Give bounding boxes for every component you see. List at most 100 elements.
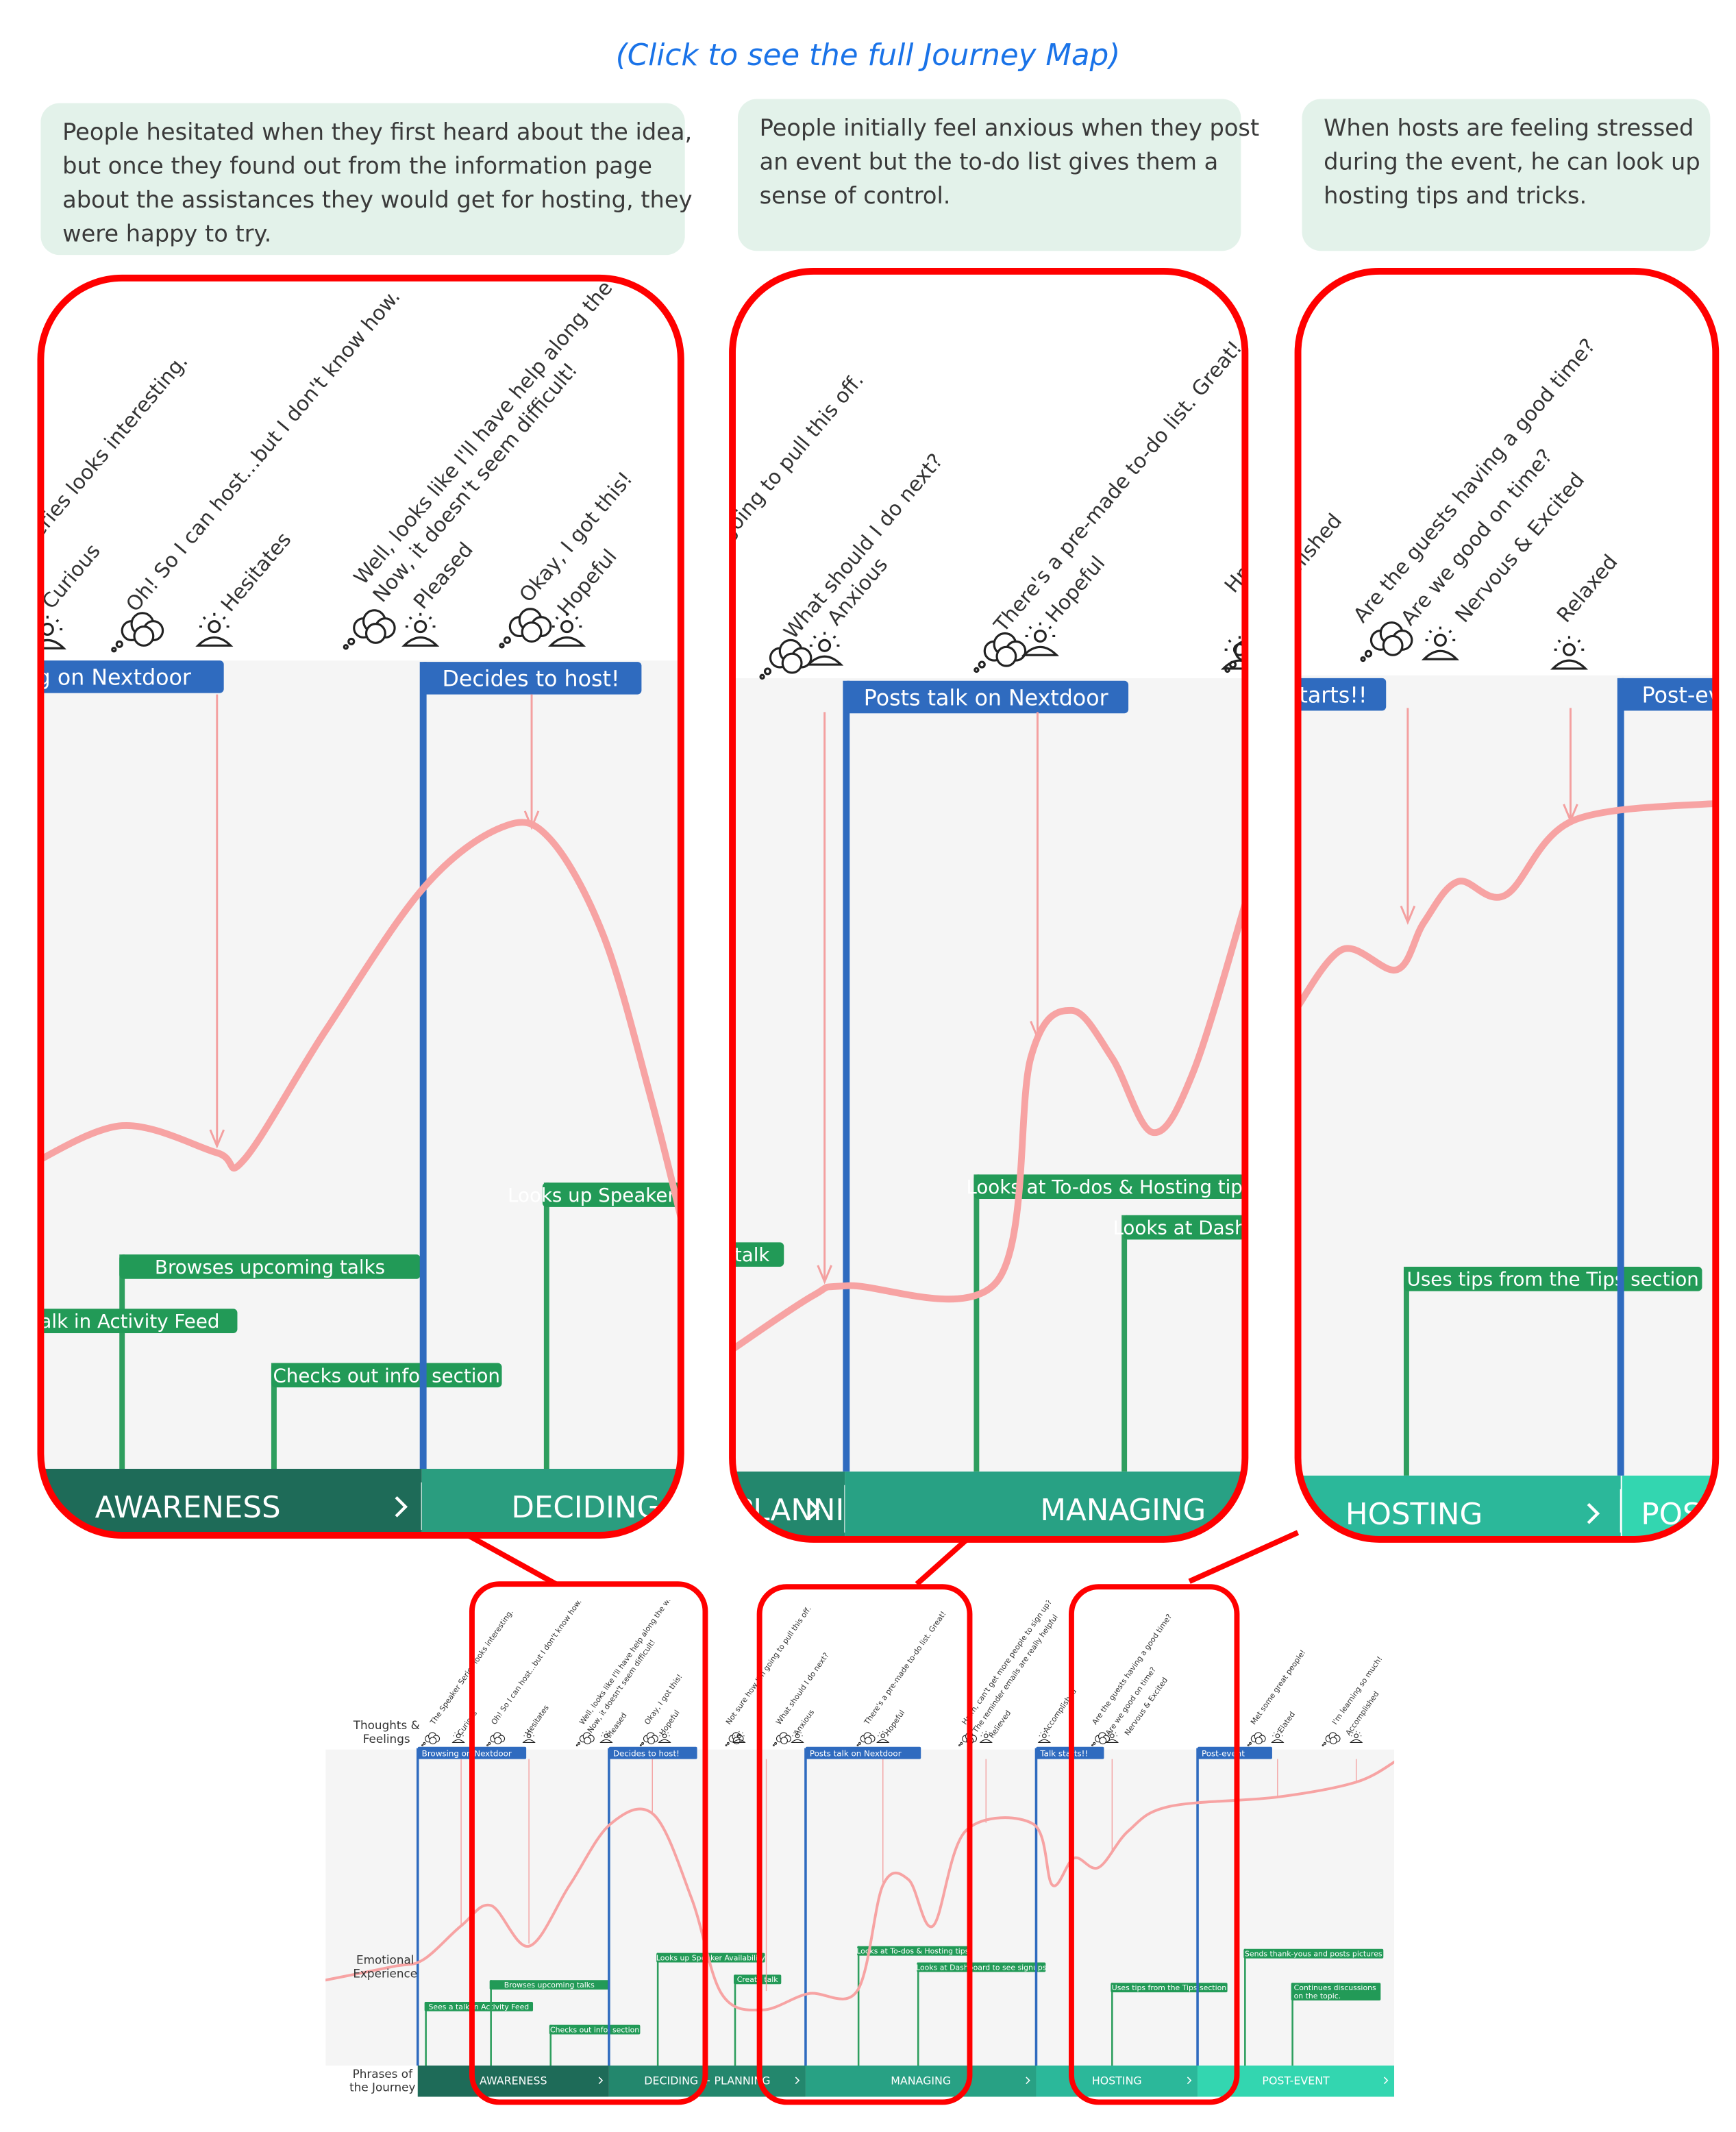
bubble-dot xyxy=(578,1741,580,1745)
bubble-dot xyxy=(575,1744,578,1747)
touchpoint-text: Browsing on Nextdoor xyxy=(0,666,192,691)
bubble-part xyxy=(429,1737,437,1745)
bubble-dot xyxy=(486,1744,489,1747)
zoom-frame xyxy=(729,267,1249,1543)
body xyxy=(40,639,66,649)
chevron xyxy=(1026,2077,1030,2085)
thought-text: Curious xyxy=(456,1709,479,1737)
body xyxy=(791,1739,804,1744)
action-box xyxy=(489,1980,609,1990)
bubble-dot xyxy=(1323,1741,1326,1745)
bubble-dot xyxy=(499,643,505,649)
feeling-icon xyxy=(1021,622,1059,656)
callout-text: hosting tips and tricks. xyxy=(1324,182,1587,209)
chart-bg xyxy=(732,678,1245,1472)
touchpoint-box xyxy=(1617,678,1716,711)
rays xyxy=(1106,1731,1117,1737)
body xyxy=(1350,1739,1363,1744)
action-box xyxy=(542,1182,681,1207)
bubble-part xyxy=(521,621,543,643)
chevron xyxy=(807,1498,820,1520)
rays xyxy=(1272,1731,1283,1737)
bubble-dot xyxy=(759,673,765,680)
head xyxy=(526,1733,532,1739)
feeling-icon xyxy=(522,1731,536,1744)
touchpoint-text: Posts talk on Nextdoor xyxy=(810,1749,902,1759)
bubble-part xyxy=(995,645,1017,667)
feeling-icon xyxy=(876,1731,890,1744)
body xyxy=(195,636,234,647)
thought-bubble-icon xyxy=(421,1732,441,1747)
thought-bubble-icon xyxy=(639,1732,658,1747)
emotion-curve xyxy=(325,1760,1395,2011)
body xyxy=(547,636,586,647)
action-box xyxy=(549,2024,641,2035)
pointer-head xyxy=(1400,905,1416,926)
action-box xyxy=(1243,1948,1384,1959)
touchpoint-text: Post-event xyxy=(1202,1749,1245,1759)
bubble-dot xyxy=(421,1744,424,1747)
head xyxy=(736,1733,742,1739)
action-text: Uses tips from the Tips section xyxy=(1407,1268,1699,1291)
thought-bubble-icon xyxy=(499,608,552,649)
zoom-frame xyxy=(1294,267,1720,1543)
thought-bubble-icon xyxy=(575,1732,595,1747)
head xyxy=(1354,1733,1359,1739)
emotion-curve xyxy=(40,819,681,1238)
bubble-dot xyxy=(725,1744,728,1747)
callout-text: during the event, he can look up xyxy=(1324,148,1700,175)
rays xyxy=(40,615,63,631)
touchpoint-box xyxy=(420,662,642,695)
body xyxy=(1271,1739,1285,1744)
journey-map-link[interactable]: (Click to see the full Journey Map) xyxy=(616,38,1120,73)
phase-bar xyxy=(845,1471,1245,1539)
zoom-frame xyxy=(37,274,684,1539)
action-text: Checks out info. section xyxy=(273,1364,499,1387)
bubble-dot xyxy=(958,1744,960,1747)
bubble-part xyxy=(780,1737,788,1745)
thought-bubble-icon xyxy=(759,639,813,680)
callout-box xyxy=(1302,99,1711,251)
feeling-icon xyxy=(658,1731,671,1744)
row-label: the Journey xyxy=(349,2081,415,2094)
thought-text: Elated xyxy=(1276,1710,1297,1735)
bubble-part xyxy=(1255,1737,1263,1745)
callout-text: When hosts are feeling stressed xyxy=(1324,114,1694,141)
rays xyxy=(551,612,582,628)
head xyxy=(456,1733,461,1739)
head xyxy=(414,620,427,634)
touchpoint-box xyxy=(805,1746,921,1759)
pointer-head xyxy=(817,1265,832,1285)
touchpoint-text: Decides to host! xyxy=(443,667,620,692)
head xyxy=(1562,643,1576,656)
row-label: Experience xyxy=(353,1966,417,1980)
bubble-dot xyxy=(1249,1741,1252,1745)
action-text: Looks at To-dos & Hosting tips xyxy=(966,1176,1252,1198)
phase-text: MANAGING xyxy=(891,2074,951,2087)
bubble-dot xyxy=(774,1741,778,1745)
action-box xyxy=(1123,1215,1245,1240)
feeling-icon xyxy=(195,612,234,647)
touchpoint-text: Browsing on Nextdoor xyxy=(422,1749,512,1759)
feeling-icon xyxy=(979,1731,993,1744)
thought-text: There's a pre-made to-do list. Great! xyxy=(862,1609,947,1726)
bubble-part xyxy=(647,1737,655,1745)
chart-bg xyxy=(325,1749,1395,2066)
bubble-dot xyxy=(1091,1744,1093,1747)
action-text: Sends thank-yous and posts pictures xyxy=(1245,1950,1382,1959)
touchpoint-text: Talk starts!! xyxy=(1239,683,1367,708)
rays xyxy=(980,1731,991,1737)
callout-text: but once they found out from the informa… xyxy=(62,152,652,179)
feeling-icon xyxy=(732,1731,746,1744)
chart-bg xyxy=(40,660,681,1469)
bubble-dot xyxy=(488,1741,491,1745)
bubble-dot xyxy=(641,1741,645,1745)
action-box xyxy=(732,1242,784,1267)
action-text: Browses upcoming talks xyxy=(504,1981,595,1990)
bubble-part xyxy=(133,625,155,647)
bubble-dot xyxy=(974,667,980,673)
phase-bar xyxy=(805,2065,1037,2097)
bubble-part xyxy=(1257,641,1276,660)
thought-text: Met some great people! xyxy=(1249,1648,1307,1726)
touchpoint-text: Talk starts!! xyxy=(1039,1749,1088,1759)
